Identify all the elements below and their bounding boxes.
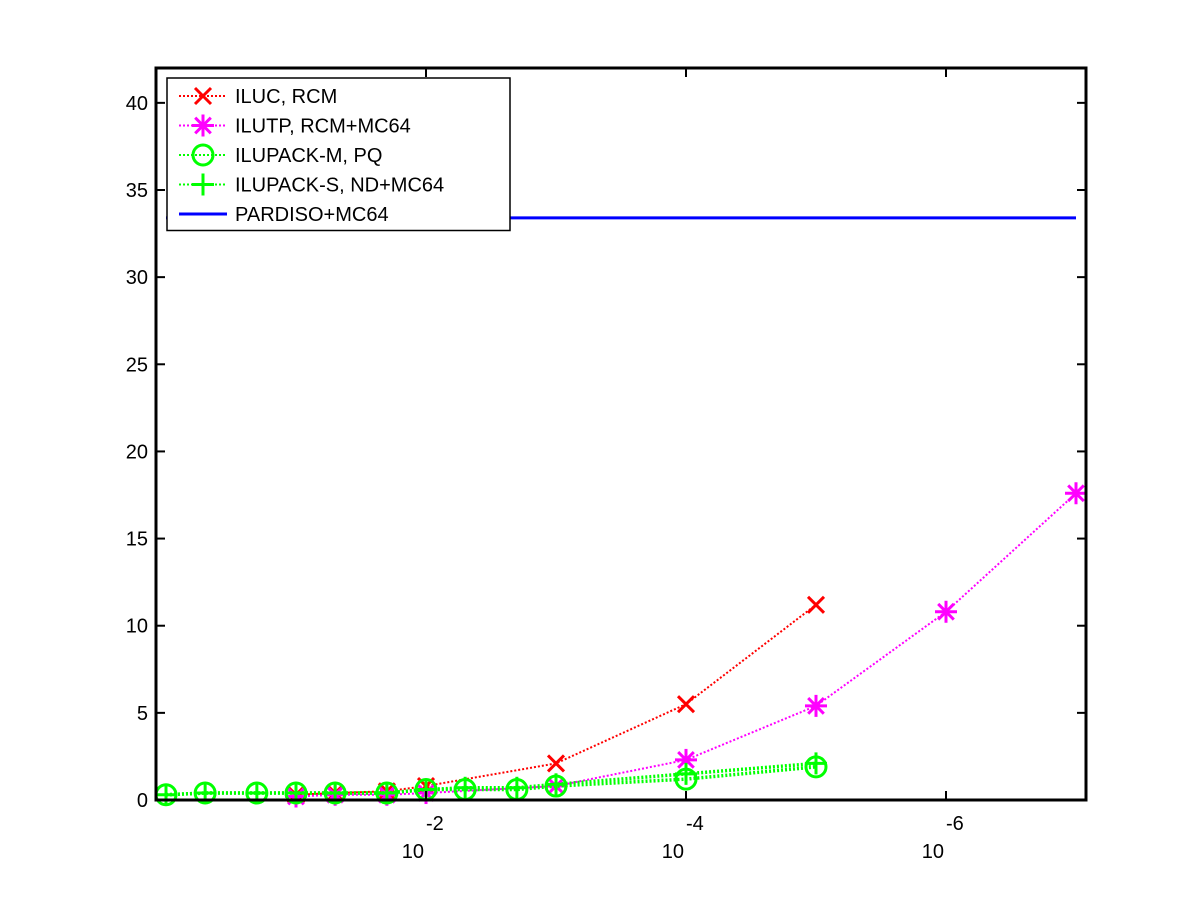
legend-entry-2: ILUPACK-M, PQ (179, 143, 382, 167)
series-0-point-5-stroke-b (676, 695, 696, 714)
y-tick-label-2: 10 (126, 616, 148, 638)
y-tick-label-6: 30 (126, 267, 148, 289)
series-1-point-8 (1065, 482, 1087, 505)
y-tick-label-1: 5 (137, 703, 148, 725)
x-tick-label-exp-1: -4 (686, 813, 704, 835)
legend-entry-4: PARDISO+MC64 (179, 204, 389, 226)
legend-marker-1-stroke-d2 (194, 116, 212, 135)
series-layer (154, 216, 1087, 808)
y-tick-label-8: 40 (126, 93, 148, 115)
y-tick-label-4: 20 (126, 441, 148, 463)
series-1-point-8-stroke-d2 (1067, 484, 1085, 503)
series-3-point-11 (805, 752, 827, 775)
legend-entry-3: ILUPACK-S, ND+MC64 (179, 173, 444, 197)
x-tick-label-exp-0: -2 (426, 813, 444, 835)
legend-entry-0: ILUC, RCM (179, 86, 337, 108)
legend-marker-1 (192, 114, 214, 137)
axes-box (154, 66, 1088, 802)
x-tick-label-exp-2: -6 (946, 813, 964, 835)
series-0-point-4 (546, 754, 566, 773)
legend-entry-1: ILUTP, RCM+MC64 (179, 114, 411, 138)
series-0-point-5 (676, 695, 696, 714)
series-1-point-5-stroke-d2 (677, 751, 695, 769)
series-3-point-8 (505, 776, 528, 799)
legend-label-4: PARDISO+MC64 (235, 204, 389, 226)
legend-marker-2 (191, 143, 215, 167)
legend-marker-3 (192, 173, 214, 196)
legend: ILUC, RCM ILUTP, RCM+MC64 ILUPACK-M, PQ ILU… (166, 77, 511, 232)
series-3-point-7 (454, 776, 477, 799)
series-0-point-6-stroke-b (806, 595, 826, 614)
legend-label-3: ILUPACK-S, ND+MC64 (235, 175, 444, 197)
legend-marker-2-ring (191, 143, 215, 167)
legend-label-2: ILUPACK-M, PQ (235, 145, 382, 167)
legend-marker-0 (193, 86, 213, 106)
x-tick-label-base-2: 10 (922, 841, 944, 863)
legend-label-0: ILUC, RCM (235, 86, 337, 108)
series-1-point-6-stroke-d2 (807, 697, 825, 715)
series-1-point-7-stroke-d2 (937, 602, 955, 621)
series-0-point-4-stroke-b (546, 754, 566, 773)
y-tick-label-7: 35 (126, 180, 148, 202)
series-1-point-7 (935, 600, 957, 623)
y-tick-label-5: 25 (126, 354, 148, 376)
x-tick-label-base-0: 10 (402, 841, 424, 863)
legend-label-1: ILUTP, RCM+MC64 (235, 116, 411, 138)
y-tick-label-0: 0 (137, 790, 148, 812)
series-3-point-10 (675, 762, 697, 785)
legend-marker-0-stroke-b (193, 86, 213, 106)
series-line-3 (165, 761, 817, 797)
x-tick-label-base-1: 10 (662, 841, 684, 863)
series-3-point-0 (155, 783, 177, 806)
y-tick-label-3: 15 (126, 529, 148, 551)
series-3-point-9 (545, 773, 567, 796)
series-1-point-6 (805, 694, 827, 717)
series-0-point-6 (806, 595, 826, 614)
